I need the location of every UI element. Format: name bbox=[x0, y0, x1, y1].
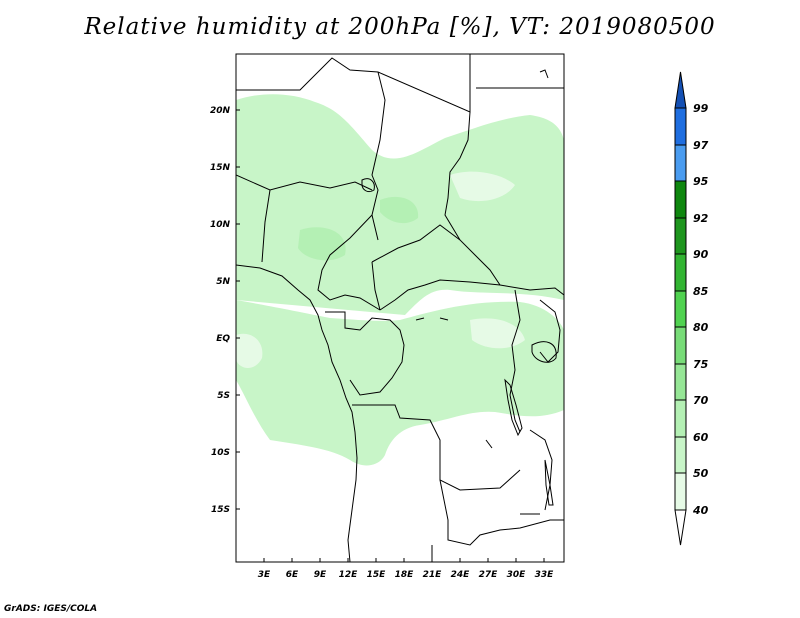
map-title: Relative humidity at 200hPa [%], VT: 201… bbox=[84, 14, 716, 40]
humidity-patch-1 bbox=[236, 333, 263, 368]
colorbar-segment bbox=[674, 472, 687, 511]
colorbar-label: 92 bbox=[693, 212, 709, 225]
border-10 bbox=[371, 224, 461, 263]
lon-label: 30E bbox=[507, 570, 527, 580]
lake-small-2 bbox=[439, 317, 449, 321]
lon-label: 9E bbox=[314, 570, 327, 580]
colorbar-bottom-arrow bbox=[674, 509, 687, 546]
lon-label: 6E bbox=[286, 570, 299, 580]
colorbar-label: 50 bbox=[693, 467, 709, 480]
border-13 bbox=[352, 404, 521, 491]
colorbar-label: 75 bbox=[693, 358, 709, 371]
lon-label: 33E bbox=[535, 570, 555, 580]
border-17 bbox=[539, 299, 561, 363]
lon-label: 24E bbox=[451, 570, 471, 580]
border-8 bbox=[317, 214, 381, 311]
colorbar-segment bbox=[674, 107, 687, 146]
colorbar-segment bbox=[674, 399, 687, 438]
colorbar-label: 70 bbox=[693, 394, 709, 407]
colorbar-segment bbox=[674, 253, 687, 292]
humidity-patch-5 bbox=[380, 196, 419, 224]
grads-credit: GrADS: IGES/COLA bbox=[4, 604, 98, 614]
colorbar bbox=[674, 71, 687, 546]
colorbar-segment bbox=[674, 290, 687, 328]
lat-label: 5N bbox=[216, 277, 230, 287]
lon-label: 21E bbox=[423, 570, 443, 580]
lat-label: 10N bbox=[210, 220, 231, 230]
lon-label: 3E bbox=[258, 570, 271, 580]
red-sea-coast bbox=[539, 69, 549, 79]
map-frame bbox=[235, 53, 565, 563]
border-16 bbox=[509, 289, 521, 433]
border-11 bbox=[371, 261, 381, 311]
colorbar-label: 60 bbox=[693, 431, 709, 444]
border-12 bbox=[325, 311, 405, 396]
border-9 bbox=[379, 279, 564, 311]
lake-mweru bbox=[485, 439, 493, 449]
colorbar-segment bbox=[674, 326, 687, 365]
lat-label: 20N bbox=[210, 106, 231, 116]
lake-tanganyika bbox=[504, 378, 523, 437]
lon-label: 12E bbox=[339, 570, 359, 580]
border-1 bbox=[236, 57, 379, 91]
humidity-field bbox=[236, 94, 564, 466]
colorbar-top-arrow bbox=[674, 71, 687, 109]
colorbar-segment bbox=[674, 180, 687, 219]
colorbar-segment bbox=[674, 217, 687, 255]
border-4 bbox=[444, 111, 501, 286]
border-7 bbox=[261, 189, 271, 263]
longitude-axis: 3E 6E 9E 12E 15E 18E 21E 24E 27E 30E 33E bbox=[258, 570, 554, 580]
humidity-patch-2 bbox=[450, 171, 515, 202]
lake-chad bbox=[361, 178, 375, 193]
colorbar-label: 40 bbox=[692, 504, 709, 517]
lat-label: 5S bbox=[217, 391, 230, 401]
lat-label: 15N bbox=[210, 163, 231, 173]
colorbar-label: 97 bbox=[693, 139, 709, 152]
latitude-axis: 20N 15N 10N 5N EQ 5S 10S 15S bbox=[210, 106, 231, 515]
colorbar-segment bbox=[674, 144, 687, 182]
lake-victoria bbox=[531, 341, 557, 363]
colorbar-segment bbox=[674, 436, 687, 474]
colorbar-label: 80 bbox=[693, 321, 709, 334]
border-3 bbox=[377, 54, 471, 113]
colorbar-label: 85 bbox=[693, 285, 709, 298]
lakes bbox=[361, 69, 557, 515]
humidity-fill-south bbox=[236, 300, 564, 466]
lon-label: 18E bbox=[395, 570, 415, 580]
latitude-ticks bbox=[236, 109, 240, 510]
lon-label: 15E bbox=[367, 570, 387, 580]
lat-label: 15S bbox=[211, 505, 230, 515]
lake-malawi bbox=[544, 459, 554, 506]
lon-label: 27E bbox=[479, 570, 499, 580]
colorbar-segment bbox=[674, 363, 687, 401]
colorbar-labels: 40 50 60 70 75 80 85 90 92 95 97 99 bbox=[692, 102, 709, 517]
humidity-patch-3 bbox=[470, 318, 525, 349]
colorbar-label: 95 bbox=[693, 175, 709, 188]
lat-label: EQ bbox=[216, 334, 230, 344]
longitude-ticks bbox=[263, 558, 545, 562]
border-18 bbox=[529, 429, 553, 511]
colorbar-label: 99 bbox=[693, 102, 709, 115]
country-borders bbox=[236, 54, 564, 562]
border-14 bbox=[439, 479, 564, 546]
coastline-west bbox=[236, 264, 358, 562]
border-6 bbox=[236, 174, 373, 191]
lat-label: 10S bbox=[211, 448, 230, 458]
colorbar-label: 90 bbox=[693, 248, 709, 261]
lake-small-1 bbox=[415, 317, 425, 321]
